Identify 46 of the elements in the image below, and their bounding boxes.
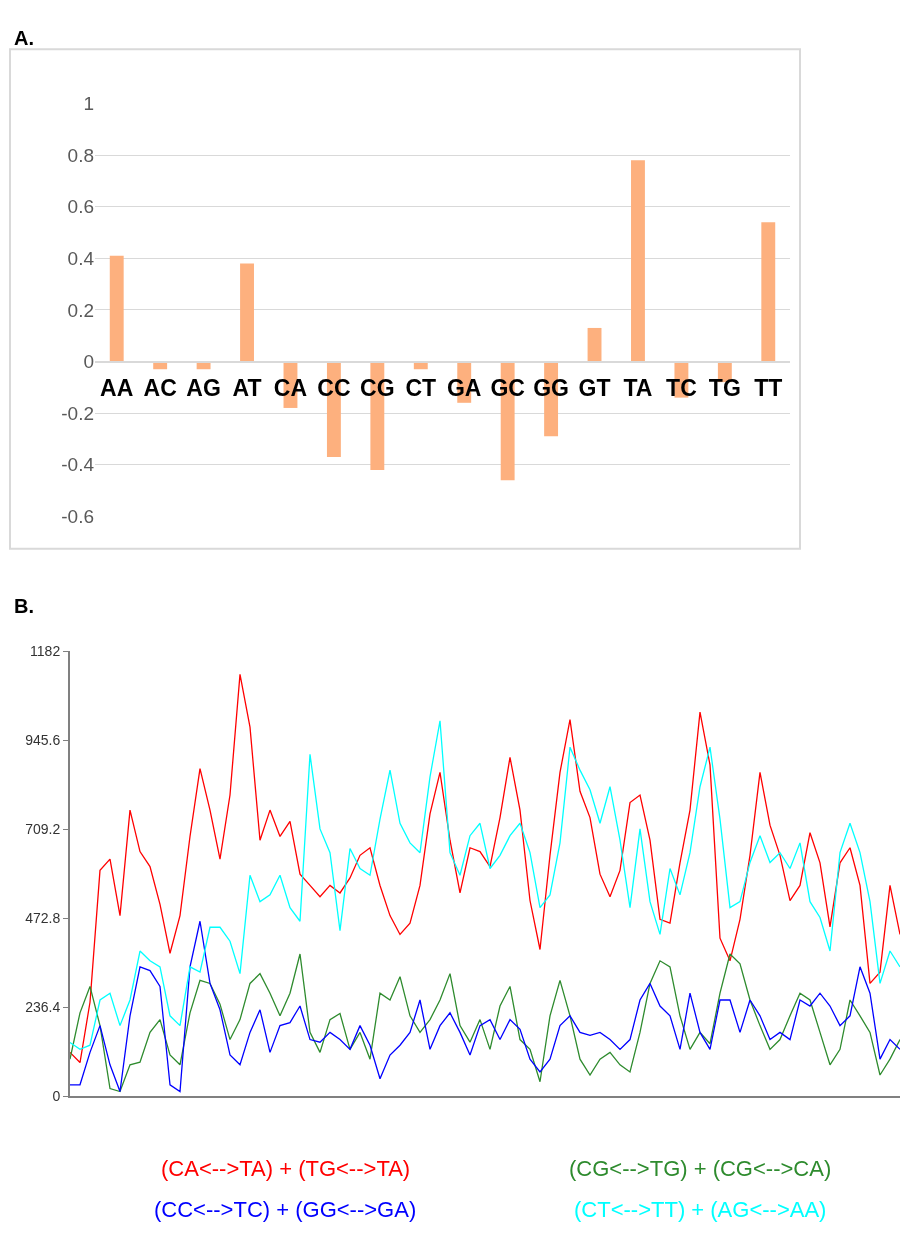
line-series <box>70 673 900 1064</box>
line-series <box>70 953 900 1093</box>
y-tick-label: 0.6 <box>67 196 94 218</box>
line-series <box>70 720 900 1051</box>
text: (CT<-->TT) + (AG<-->AA) <box>574 1197 827 1222</box>
y-tick-label: 1182 <box>30 642 61 659</box>
y-tick-label: 0.2 <box>67 299 94 321</box>
y-tick-label: 0.4 <box>67 247 95 269</box>
x-tick-label: AG <box>186 375 221 402</box>
bar <box>587 327 602 362</box>
x-tick-label: CT <box>405 375 437 402</box>
x-tick-label: GA <box>446 375 482 402</box>
bar <box>240 263 254 362</box>
x-tick-label: TG <box>708 375 741 402</box>
y-tick-label: 0 <box>52 1088 61 1105</box>
y-tick-label: 472.8 <box>25 910 61 927</box>
y-tick-label: 1 <box>83 93 94 115</box>
x-tick-label: CG <box>360 375 395 402</box>
text: (CC<-->TC) + (GG<-->GA) <box>154 1197 417 1222</box>
x-tick-label: GT <box>578 375 611 402</box>
x-tick-label: AA <box>100 375 134 402</box>
y-tick-label: 709.2 <box>25 821 61 838</box>
y-tick-label: -0.6 <box>61 506 94 528</box>
y-tick-label: 0 <box>83 351 94 373</box>
chart-title: B. <box>14 595 34 617</box>
bar <box>109 255 124 362</box>
line-series <box>70 920 900 1093</box>
x-tick-label: GG <box>533 375 569 402</box>
x-tick-label: TT <box>754 375 783 402</box>
y-tick-label: 945.6 <box>25 732 61 749</box>
x-tick-label: TC <box>666 375 697 402</box>
x-tick-label: AT <box>232 375 262 402</box>
bar <box>631 160 645 362</box>
x-tick-label: CC <box>317 375 351 402</box>
chart-title: A. <box>14 27 34 49</box>
text: (CG<-->TG) + (CG<-->CA) <box>569 1156 832 1181</box>
y-tick-label: 0.8 <box>67 144 94 166</box>
text: (CA<-->TA) + (TG<-->TA) <box>161 1156 411 1181</box>
y-tick-label: -0.2 <box>61 402 94 424</box>
x-tick-label: GC <box>490 375 525 402</box>
bar <box>761 222 776 362</box>
x-tick-label: CA <box>273 375 308 402</box>
x-tick-label: AC <box>143 375 177 402</box>
y-tick-label: -0.4 <box>61 454 95 476</box>
y-tick-label: 236.4 <box>25 999 61 1016</box>
x-tick-label: TA <box>623 375 653 402</box>
